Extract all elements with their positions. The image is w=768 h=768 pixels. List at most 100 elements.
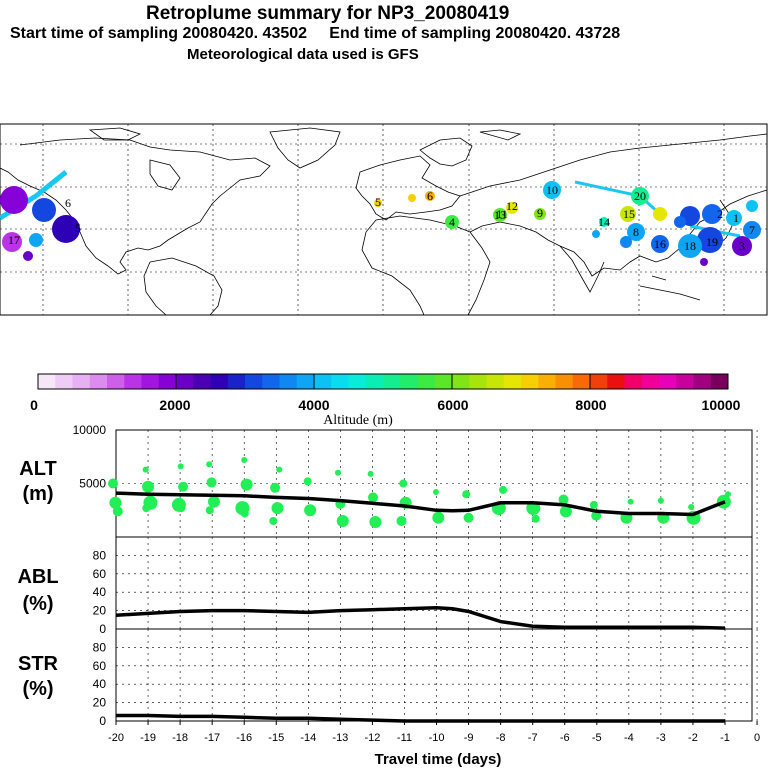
plume-markers xyxy=(0,170,761,266)
x-tick-label: -18 xyxy=(172,732,188,744)
colorbar-tick-label: 4000 xyxy=(298,397,329,413)
y-tick-label: 60 xyxy=(93,567,107,581)
scatter-point xyxy=(463,512,474,523)
plume-marker xyxy=(627,223,645,241)
colorbar-cell xyxy=(452,374,470,389)
colorbar-cell xyxy=(193,374,211,389)
x-tick-label: -7 xyxy=(528,732,538,744)
met-data-label: Meteorological data used is GFS xyxy=(187,46,419,63)
colorbar-cell xyxy=(659,374,677,389)
colorbar-cell xyxy=(521,374,539,389)
colorbar-cell xyxy=(279,374,298,389)
y-tick-label: 0 xyxy=(99,622,106,636)
scatter-point xyxy=(240,478,253,491)
colorbar-cell xyxy=(624,374,643,389)
scatter-point xyxy=(367,470,374,477)
colorbar-ticks: 0 2000 4000 6000 8000 10000 xyxy=(30,374,741,413)
x-tick-label: -11 xyxy=(397,732,412,744)
plume-label: 2 xyxy=(717,207,723,221)
colorbar-tick-label: 10000 xyxy=(702,397,741,413)
plume-marker xyxy=(620,206,636,222)
scatter-point xyxy=(432,511,445,524)
scatter-point xyxy=(558,494,569,505)
x-tick-label: -19 xyxy=(140,732,156,744)
colorbar-tick-label: 8000 xyxy=(575,397,606,413)
scatter-point xyxy=(657,497,664,504)
scatter-point xyxy=(142,504,151,513)
coast-africa xyxy=(361,215,491,316)
plume-marker xyxy=(425,191,435,201)
y-tick-label: 40 xyxy=(93,585,107,599)
colorbar-cell xyxy=(710,374,729,389)
colorbar-cell xyxy=(314,374,332,389)
plume-label: 6 xyxy=(65,196,71,210)
colorbar: 0 2000 4000 6000 8000 10000 Altitude (m) xyxy=(30,373,741,428)
y-tick-label: 10000 xyxy=(73,423,107,437)
scatter-point xyxy=(241,456,248,463)
x-tick-label: -3 xyxy=(656,732,666,744)
scatter-point xyxy=(432,489,439,496)
plume-marker xyxy=(653,207,667,221)
scatter-point xyxy=(142,480,155,493)
scatter-point xyxy=(270,482,281,493)
colorbar-cell xyxy=(331,374,349,389)
plume-marker xyxy=(32,198,56,222)
chart-title: Retroplume summary for NP3_20080419 xyxy=(146,3,510,24)
x-tick-label: 0 xyxy=(754,732,760,744)
panel-unit: (%) xyxy=(22,678,53,700)
colorbar-cell xyxy=(641,374,660,389)
time-series-panels: 5000 10000 ALT (m) 0 20 40 60 80 ABL (%) 0 20 40 60 80 S… xyxy=(17,423,760,768)
colorbar-cell xyxy=(227,374,246,389)
y-tick-label: 40 xyxy=(93,677,107,691)
coast-north-america xyxy=(0,137,271,275)
panel-label: STR xyxy=(18,653,59,675)
scatter-point xyxy=(368,492,379,503)
plume-label: 10 xyxy=(546,183,558,197)
colorbar-cell xyxy=(365,374,384,389)
panel-label: ABL xyxy=(17,566,58,588)
x-tick-label: -2 xyxy=(688,732,698,744)
plume-marker xyxy=(678,234,702,258)
x-tick-label: -14 xyxy=(300,732,316,744)
colorbar-cell xyxy=(607,374,625,389)
plume-marker xyxy=(620,236,632,248)
scatter-point xyxy=(303,477,312,486)
plume-label: 6 xyxy=(427,189,433,203)
scatter-point xyxy=(142,466,149,473)
scatter-point xyxy=(336,514,349,527)
plume-marker xyxy=(506,202,518,214)
plume-marker xyxy=(52,215,80,243)
panel-label: ALT xyxy=(19,458,56,480)
x-tick-label: -9 xyxy=(464,732,474,744)
colorbar-cell xyxy=(538,374,556,389)
coast-arctic-islands xyxy=(88,127,522,141)
series-line xyxy=(115,606,726,630)
coastlines xyxy=(0,127,768,316)
plume-marker xyxy=(651,235,669,253)
x-tick-label: -4 xyxy=(624,732,634,744)
colorbar-tick-label: 0 xyxy=(30,397,38,413)
scatter-point xyxy=(559,505,572,518)
plume-marker xyxy=(700,258,708,266)
plume-label: 3 xyxy=(739,239,745,253)
series-line xyxy=(116,713,725,723)
scatter-point xyxy=(499,485,508,494)
colorbar-cell xyxy=(124,374,142,389)
colorbar-frame xyxy=(37,373,729,390)
x-tick-label: -10 xyxy=(429,732,445,744)
plume-label: 19 xyxy=(706,235,718,249)
coast-india xyxy=(559,245,605,293)
colorbar-cell xyxy=(693,374,712,389)
plume-label: 15 xyxy=(623,207,635,221)
scatter-point xyxy=(240,509,249,518)
plume-marker xyxy=(697,227,723,253)
colorbar-cell xyxy=(555,374,574,389)
plume-label: 5 xyxy=(375,195,381,209)
colorbar-label: Altitude (m) xyxy=(323,413,393,428)
colorbar-cell xyxy=(245,374,263,389)
scatter-point xyxy=(269,516,278,525)
colorbar-cell xyxy=(503,374,522,389)
